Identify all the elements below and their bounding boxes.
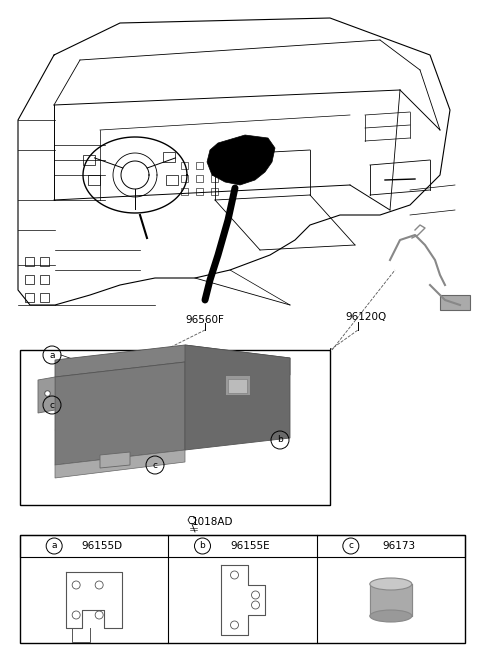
Bar (196, 188, 203, 195)
Text: a: a (51, 541, 57, 550)
Bar (20, 350, 330, 505)
Text: a: a (49, 350, 55, 359)
Text: c: c (348, 541, 353, 550)
Bar (228, 379, 247, 393)
Bar (40, 293, 49, 302)
Ellipse shape (370, 610, 412, 622)
Bar (440, 295, 470, 310)
Bar (25, 257, 34, 266)
Bar (40, 257, 49, 266)
Polygon shape (55, 362, 185, 465)
Bar (83, 155, 95, 165)
Text: 96155E: 96155E (231, 541, 270, 551)
Text: c: c (49, 401, 55, 409)
Bar (181, 175, 188, 182)
Bar (211, 175, 218, 182)
Bar (163, 152, 175, 162)
Bar (166, 175, 178, 185)
Polygon shape (207, 135, 275, 185)
Text: 1018AD: 1018AD (192, 517, 234, 527)
Polygon shape (38, 377, 55, 413)
Bar (40, 275, 49, 284)
Bar (20, 535, 465, 557)
Bar (211, 188, 218, 195)
Text: 96120Q: 96120Q (345, 312, 386, 322)
Bar (211, 162, 218, 169)
Bar (25, 293, 34, 302)
Text: c: c (153, 461, 157, 470)
Text: 96560F: 96560F (186, 315, 225, 325)
Polygon shape (55, 345, 290, 377)
Bar (20, 535, 465, 643)
Polygon shape (55, 450, 185, 478)
Bar (196, 175, 203, 182)
Bar (181, 188, 188, 195)
Text: 96155D: 96155D (82, 541, 123, 551)
Bar (196, 162, 203, 169)
Ellipse shape (370, 578, 412, 590)
Polygon shape (100, 452, 130, 468)
Polygon shape (185, 345, 290, 450)
Bar (370, 584, 412, 616)
Text: b: b (277, 436, 283, 445)
Bar (88, 175, 100, 185)
Text: b: b (200, 541, 205, 550)
Text: 96173: 96173 (382, 541, 415, 551)
Bar (181, 162, 188, 169)
Bar (225, 375, 250, 395)
Bar (25, 275, 34, 284)
